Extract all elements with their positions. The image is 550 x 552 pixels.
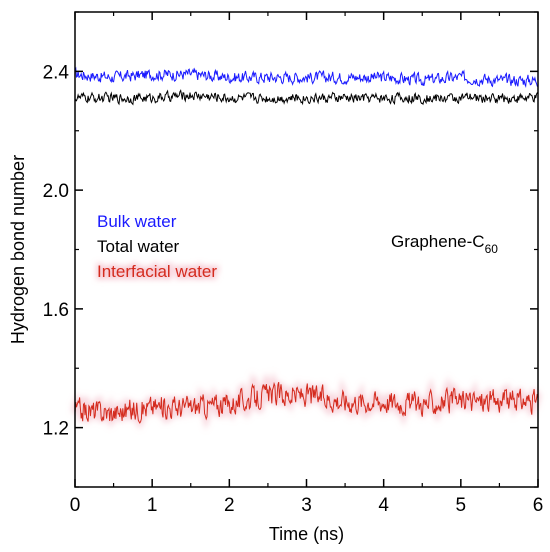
x-tick-label: 4 <box>378 495 389 516</box>
graphene-c60-annotation: Graphene-C60 <box>391 232 498 256</box>
x-tick-label: 1 <box>147 495 158 516</box>
y-tick-label: 2.4 <box>43 62 70 83</box>
annotation-subscript: 60 <box>485 242 499 256</box>
series-line-total-water <box>74 89 539 106</box>
y-axis-title: Hydrogen bond number <box>8 155 28 344</box>
series-line-bulk-water <box>74 66 539 89</box>
x-tick-label: 0 <box>70 495 81 516</box>
legend-glow: Interfacial water <box>97 262 217 281</box>
y-tick-label: 1.2 <box>43 419 69 440</box>
legend-entry-interfacial-water: Interfacial water <box>97 262 217 281</box>
x-tick-label: 2 <box>224 495 235 516</box>
x-tick-label: 5 <box>456 495 467 516</box>
series-line-interfacial-water <box>74 381 539 424</box>
tick-layer: 0 1 2 3 4 5 6 1.2 1.6 2.0 2.4 <box>43 11 544 516</box>
x-axis-title: Time (ns) <box>269 524 344 544</box>
y-tick-label: 2.0 <box>43 181 69 202</box>
annotation-main-text: Graphene-C <box>391 232 485 251</box>
x-tick-label: 3 <box>301 495 312 516</box>
x-tick-label: 6 <box>533 495 544 516</box>
y-tick-label: 1.6 <box>43 300 69 321</box>
legend-entry-bulk-water: Bulk water <box>97 212 177 231</box>
series-layer <box>71 66 542 431</box>
legend-entry-total-water: Total water <box>97 237 180 256</box>
